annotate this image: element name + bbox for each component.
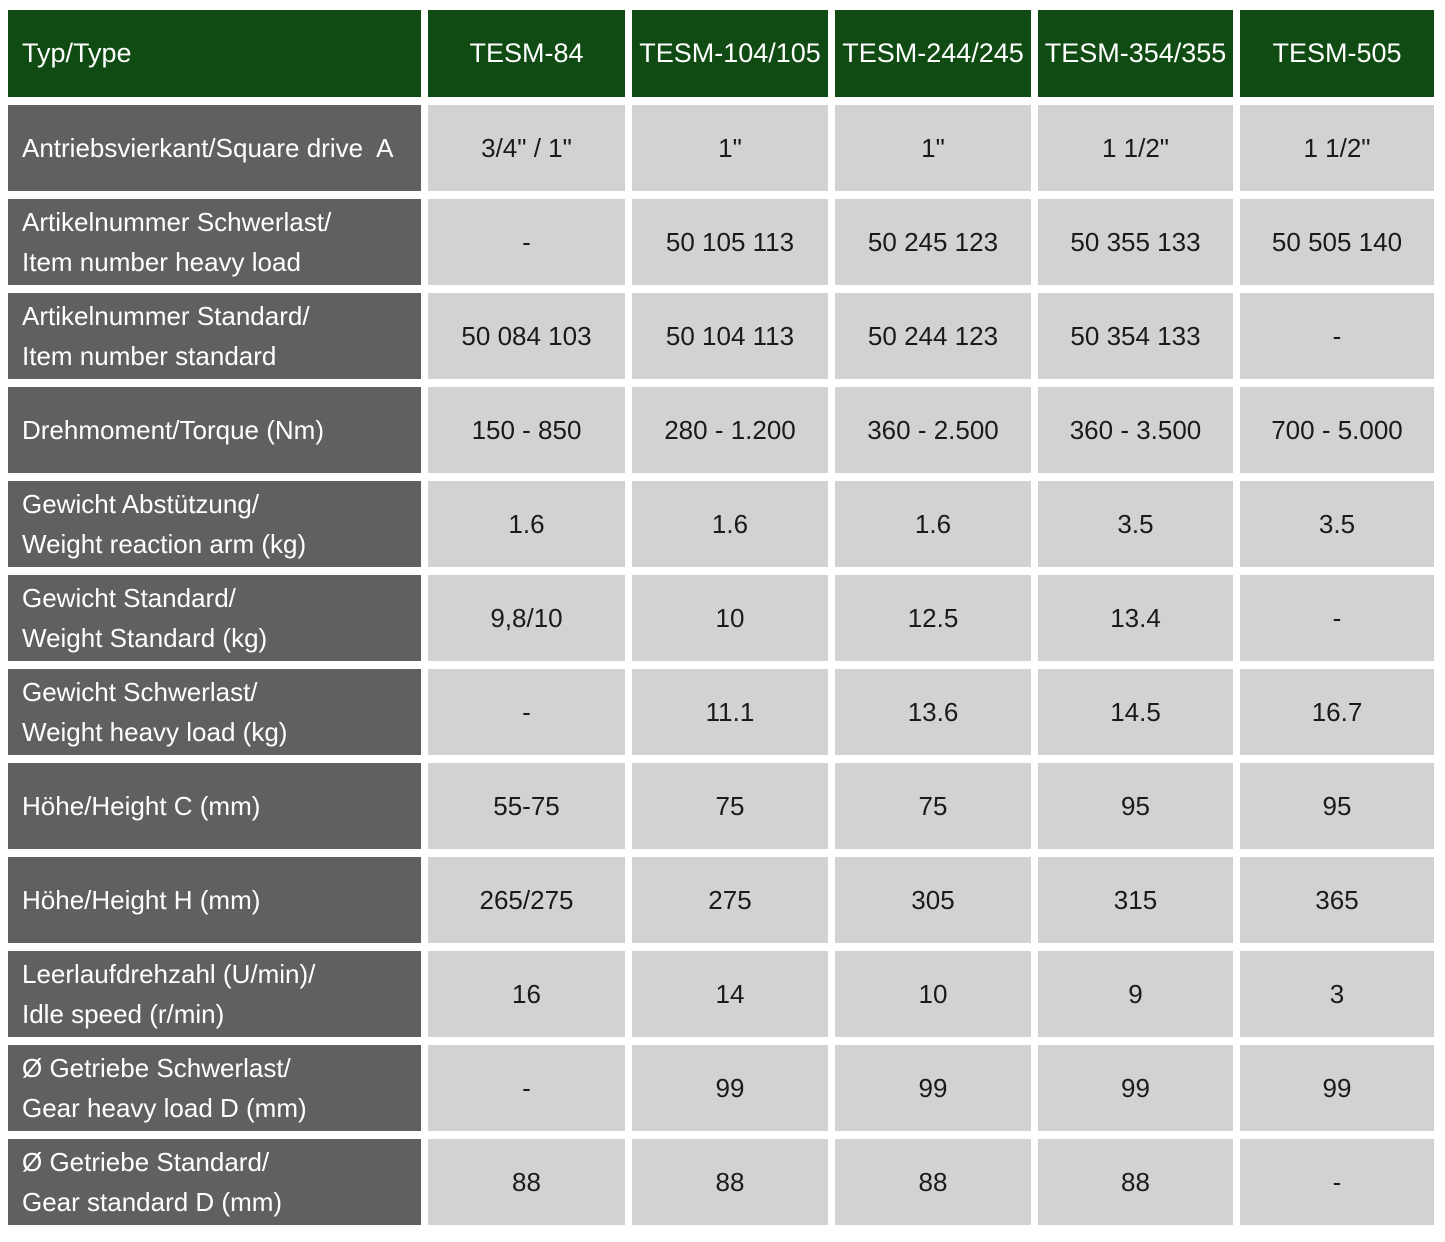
cell-height-h-tesm-84: 265/275 — [428, 857, 625, 943]
column-header-tesm-505: TESM-505 — [1240, 10, 1434, 97]
cell-torque-tesm-104-105: 280 - 1.200 — [632, 387, 828, 473]
cell-gear-standard-tesm-84: 88 — [428, 1139, 625, 1225]
cell-square-drive-tesm-505: 1 1/2" — [1240, 105, 1434, 191]
cell-weight-heavy-tesm-505: 16.7 — [1240, 669, 1434, 755]
cell-height-h-tesm-244-245: 305 — [835, 857, 1031, 943]
cell-height-c-tesm-104-105: 75 — [632, 763, 828, 849]
cell-weight-standard-tesm-354-355: 13.4 — [1038, 575, 1233, 661]
cell-gear-standard-tesm-244-245: 88 — [835, 1139, 1031, 1225]
cell-weight-reaction-tesm-84: 1.6 — [428, 481, 625, 567]
row-label-height-h: Höhe/Height H (mm) — [8, 857, 421, 943]
cell-idle-speed-tesm-104-105: 14 — [632, 951, 828, 1037]
row-label-weight-heavy-load: Gewicht Schwerlast/ Weight heavy load (k… — [8, 669, 421, 755]
cell-weight-heavy-tesm-104-105: 11.1 — [632, 669, 828, 755]
row-label-gear-standard-diameter: Ø Getriebe Standard/ Gear standard D (mm… — [8, 1139, 421, 1225]
row-label-idle-speed: Leerlaufdrehzahl (U/min)/ Idle speed (r/… — [8, 951, 421, 1037]
cell-gear-heavy-tesm-354-355: 99 — [1038, 1045, 1233, 1131]
cell-item-heavy-tesm-244-245: 50 245 123 — [835, 199, 1031, 285]
row-label-weight-standard: Gewicht Standard/ Weight Standard (kg) — [8, 575, 421, 661]
cell-weight-standard-tesm-104-105: 10 — [632, 575, 828, 661]
cell-weight-reaction-tesm-505: 3.5 — [1240, 481, 1434, 567]
cell-idle-speed-tesm-505: 3 — [1240, 951, 1434, 1037]
cell-square-drive-tesm-84: 3/4" / 1" — [428, 105, 625, 191]
row-label-item-number-standard: Artikelnummer Standard/ Item number stan… — [8, 293, 421, 379]
cell-square-drive-tesm-354-355: 1 1/2" — [1038, 105, 1233, 191]
cell-height-c-tesm-244-245: 75 — [835, 763, 1031, 849]
cell-height-h-tesm-505: 365 — [1240, 857, 1434, 943]
cell-item-standard-tesm-244-245: 50 244 123 — [835, 293, 1031, 379]
cell-gear-standard-tesm-354-355: 88 — [1038, 1139, 1233, 1225]
cell-item-standard-tesm-354-355: 50 354 133 — [1038, 293, 1233, 379]
cell-weight-standard-tesm-84: 9,8/10 — [428, 575, 625, 661]
column-header-tesm-104-105: TESM-104/105 — [632, 10, 828, 97]
cell-item-standard-tesm-505: - — [1240, 293, 1434, 379]
cell-weight-reaction-tesm-104-105: 1.6 — [632, 481, 828, 567]
table-header-type: Typ/Type — [8, 10, 421, 97]
cell-gear-heavy-tesm-244-245: 99 — [835, 1045, 1031, 1131]
cell-weight-heavy-tesm-84: - — [428, 669, 625, 755]
cell-height-c-tesm-354-355: 95 — [1038, 763, 1233, 849]
row-label-weight-reaction-arm: Gewicht Abstützung/ Weight reaction arm … — [8, 481, 421, 567]
cell-weight-heavy-tesm-244-245: 13.6 — [835, 669, 1031, 755]
cell-torque-tesm-505: 700 - 5.000 — [1240, 387, 1434, 473]
row-label-square-drive: Antriebsvierkant/Square drive A — [8, 105, 421, 191]
cell-item-heavy-tesm-104-105: 50 105 113 — [632, 199, 828, 285]
cell-square-drive-tesm-244-245: 1" — [835, 105, 1031, 191]
cell-height-c-tesm-505: 95 — [1240, 763, 1434, 849]
cell-height-h-tesm-104-105: 275 — [632, 857, 828, 943]
cell-torque-tesm-244-245: 360 - 2.500 — [835, 387, 1031, 473]
cell-gear-heavy-tesm-84: - — [428, 1045, 625, 1131]
cell-gear-standard-tesm-104-105: 88 — [632, 1139, 828, 1225]
cell-weight-reaction-tesm-244-245: 1.6 — [835, 481, 1031, 567]
cell-gear-standard-tesm-505: - — [1240, 1139, 1434, 1225]
cell-idle-speed-tesm-354-355: 9 — [1038, 951, 1233, 1037]
cell-torque-tesm-354-355: 360 - 3.500 — [1038, 387, 1233, 473]
cell-idle-speed-tesm-84: 16 — [428, 951, 625, 1037]
cell-item-standard-tesm-104-105: 50 104 113 — [632, 293, 828, 379]
cell-gear-heavy-tesm-104-105: 99 — [632, 1045, 828, 1131]
cell-item-heavy-tesm-505: 50 505 140 — [1240, 199, 1434, 285]
column-header-tesm-354-355: TESM-354/355 — [1038, 10, 1233, 97]
row-label-torque: Drehmoment/Torque (Nm) — [8, 387, 421, 473]
cell-idle-speed-tesm-244-245: 10 — [835, 951, 1031, 1037]
cell-item-heavy-tesm-354-355: 50 355 133 — [1038, 199, 1233, 285]
cell-height-h-tesm-354-355: 315 — [1038, 857, 1233, 943]
cell-weight-standard-tesm-244-245: 12.5 — [835, 575, 1031, 661]
cell-item-heavy-tesm-84: - — [428, 199, 625, 285]
column-header-tesm-84: TESM-84 — [428, 10, 625, 97]
cell-height-c-tesm-84: 55-75 — [428, 763, 625, 849]
cell-square-drive-tesm-104-105: 1" — [632, 105, 828, 191]
row-label-item-number-heavy-load: Artikelnummer Schwerlast/ Item number he… — [8, 199, 421, 285]
row-label-gear-heavy-load-diameter: Ø Getriebe Schwerlast/ Gear heavy load D… — [8, 1045, 421, 1131]
cell-torque-tesm-84: 150 - 850 — [428, 387, 625, 473]
cell-weight-reaction-tesm-354-355: 3.5 — [1038, 481, 1233, 567]
column-header-tesm-244-245: TESM-244/245 — [835, 10, 1031, 97]
cell-gear-heavy-tesm-505: 99 — [1240, 1045, 1434, 1131]
cell-weight-heavy-tesm-354-355: 14.5 — [1038, 669, 1233, 755]
cell-item-standard-tesm-84: 50 084 103 — [428, 293, 625, 379]
cell-weight-standard-tesm-505: - — [1240, 575, 1434, 661]
row-label-height-c: Höhe/Height C (mm) — [8, 763, 421, 849]
